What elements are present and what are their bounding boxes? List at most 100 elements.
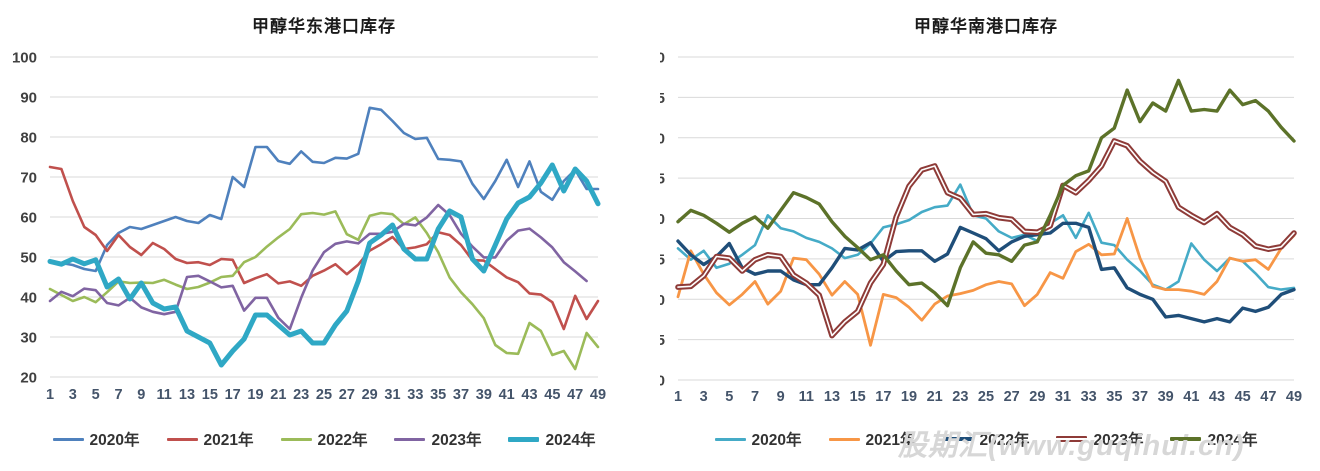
legend-label: 2024年 <box>1207 432 1258 449</box>
legend-label: 2022年 <box>317 432 368 449</box>
y-axis-tick-label: 35 <box>660 90 665 107</box>
x-axis-tick-label: 15 <box>202 387 218 403</box>
legend-item-2022年: 2022年 <box>942 428 1030 450</box>
series-line-2021年 <box>676 217 1296 347</box>
y-axis-tick-label: 15 <box>660 251 665 268</box>
legend-item-2024年: 2024年 <box>1170 428 1257 450</box>
y-axis-tick-label: 30 <box>660 130 665 147</box>
series-line-2023年 <box>48 203 588 331</box>
x-axis-tick-label: 33 <box>1081 389 1097 405</box>
x-axis-tick-label: 21 <box>927 389 943 405</box>
y-axis-tick-label: 40 <box>660 50 665 67</box>
legend-label: 2021年 <box>203 432 254 449</box>
legend-marker <box>714 437 746 441</box>
chart-title: 甲醇华东港口库存 <box>252 17 396 36</box>
south-china-port-inventory-chart: 甲醇华南港口库存 0510152025303540135791113151719… <box>660 0 1320 471</box>
y-axis-tick-label: 80 <box>20 130 37 147</box>
legend-marker <box>52 437 84 441</box>
legend-item-2023年: 2023年 <box>1056 428 1143 450</box>
x-axis-tick-label: 19 <box>247 387 263 403</box>
x-axis-tick-label: 25 <box>316 387 332 403</box>
x-axis-tick-label: 3 <box>700 389 708 405</box>
x-axis-tick-label: 33 <box>407 387 423 403</box>
x-axis-tick-label: 13 <box>179 387 195 403</box>
legend-item-2021年: 2021年 <box>828 428 916 450</box>
legend-marker <box>394 437 426 441</box>
y-axis-tick-label: 40 <box>20 290 37 307</box>
legend-marker <box>1170 437 1202 441</box>
legend-label: 2021年 <box>865 432 916 449</box>
x-axis-tick-label: 27 <box>339 387 355 403</box>
series-line-halo-2023年 <box>677 140 1295 337</box>
x-axis-tick-label: 45 <box>1235 389 1251 405</box>
east-china-port-inventory-chart: 甲醇华东港口库存 20 30 40 50 60 70 80 90 100 1 3 5 7 9 11 13 15 1… <box>12 17 606 450</box>
x-axis-tick-label: 35 <box>1106 389 1122 405</box>
x-axis-tick-label: 5 <box>92 387 100 403</box>
legend-label: 2022年 <box>979 432 1030 449</box>
chart-canvas: 0510152025303540135791113151719212325272… <box>660 50 1302 406</box>
y-axis-tick-label: 0 <box>660 373 665 390</box>
x-axis-tick-label: 23 <box>952 389 968 405</box>
x-axis-tick-label: 27 <box>1004 389 1020 405</box>
y-axis-tick-label: 5 <box>660 332 665 349</box>
x-axis-tick-label: 1 <box>674 389 682 405</box>
x-axis-tick-label: 3 <box>69 387 77 403</box>
x-axis-tick-label: 25 <box>978 389 994 405</box>
y-axis-tick-label: 25 <box>660 171 665 188</box>
x-axis-tick-label: 17 <box>225 387 241 403</box>
legend-marker <box>508 436 540 442</box>
legend-item-2020年: 2020年 <box>52 428 140 450</box>
x-axis-tick-label: 37 <box>453 387 469 403</box>
x-axis-tick-label: 29 <box>1029 389 1045 405</box>
x-axis-tick-label: 7 <box>114 387 122 403</box>
x-axis-tick-label: 7 <box>751 389 759 405</box>
x-axis-tick-label: 29 <box>362 387 378 403</box>
chart-title: 甲醇华南港口库存 <box>914 17 1058 36</box>
legend-item-2021年: 2021年 <box>166 428 254 450</box>
y-axis-tick-label: 20 <box>660 211 665 228</box>
x-axis-tick-label: 47 <box>1260 389 1276 405</box>
x-axis-tick-label: 31 <box>384 387 400 403</box>
x-axis-tick-label: 9 <box>777 389 785 405</box>
x-axis-tick-label: 43 <box>1209 389 1225 405</box>
x-axis-tick-label: 39 <box>476 387 492 403</box>
x-axis-tick-label: 43 <box>521 387 537 403</box>
legend-marker <box>1056 436 1088 442</box>
x-axis-tick-label: 47 <box>567 387 583 403</box>
x-axis-tick-label: 41 <box>499 387 515 403</box>
y-axis-tick-label: 20 <box>20 370 37 387</box>
x-axis-tick-label: 35 <box>430 387 446 403</box>
legend-item-2024年: 2024年 <box>508 428 595 450</box>
chart-legend: 2020年 2021年 2022年 2023年 2024年 <box>50 428 598 450</box>
x-axis-tick-label: 17 <box>875 389 891 405</box>
legend-marker <box>942 437 974 441</box>
legend-marker <box>280 437 312 441</box>
x-axis-tick-label: 23 <box>293 387 309 403</box>
watermark: 股期汇(www.guqihui.cn) <box>898 430 1245 462</box>
legend-label: 2020年 <box>751 432 802 449</box>
x-axis-tick-label: 15 <box>850 389 866 405</box>
x-axis-tick-label: 49 <box>590 387 606 403</box>
x-axis-tick-label: 9 <box>137 387 145 403</box>
legend-label: 2024年 <box>545 432 596 449</box>
chart-legend: 2020年 2021年 2022年 2023年 2024年 <box>678 428 1294 450</box>
series-line-2020年 <box>48 106 600 273</box>
y-axis-tick-label: 70 <box>20 170 37 187</box>
series-line-2024年 <box>47 162 601 368</box>
legend-item-2023年: 2023年 <box>394 428 481 450</box>
series-line-2022年 <box>676 221 1296 324</box>
x-axis-tick-label: 41 <box>1183 389 1199 405</box>
series-line-2021年 <box>48 165 600 331</box>
x-axis-tick-label: 45 <box>544 387 560 403</box>
y-axis-tick-label: 30 <box>20 330 37 347</box>
x-axis-tick-label: 11 <box>799 389 814 405</box>
legend-marker <box>166 437 198 441</box>
legend-label: 2023年 <box>431 432 482 449</box>
legend-label: 2020年 <box>89 432 140 449</box>
legend-item-2020年: 2020年 <box>714 428 802 450</box>
y-axis-tick-label: 100 <box>12 50 37 67</box>
x-axis-tick-label: 13 <box>824 389 840 405</box>
x-axis-tick-label: 37 <box>1132 389 1148 405</box>
series-line-2024年 <box>676 78 1296 308</box>
